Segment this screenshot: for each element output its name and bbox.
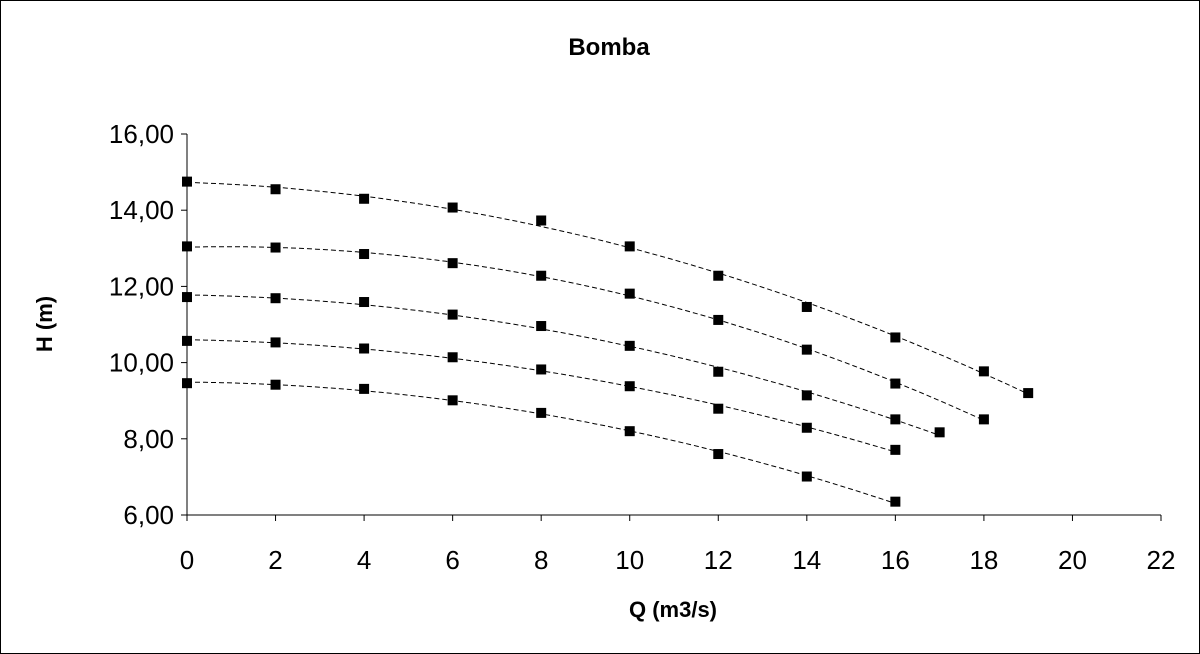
data-point [801, 471, 812, 482]
data-point [713, 403, 724, 414]
y-tick-label: 14,00 [109, 195, 174, 225]
trendlines [186, 181, 1029, 504]
data-point [447, 202, 458, 213]
chart-title: Bomba [568, 34, 650, 61]
data-point [890, 332, 901, 343]
data-point [182, 378, 192, 389]
y-axis-title: H (m) [32, 296, 57, 352]
x-tick-label: 10 [615, 545, 644, 575]
x-tick-label: 18 [969, 545, 998, 575]
data-point [713, 314, 724, 325]
data-point [801, 422, 812, 433]
data-point [713, 270, 724, 281]
data-point [978, 366, 989, 377]
data-point [270, 184, 281, 195]
data-point [447, 352, 458, 363]
trendline-3 [186, 294, 940, 436]
data-point [270, 242, 281, 253]
data-point [890, 378, 901, 389]
x-tick-label: 8 [534, 545, 548, 575]
data-point [536, 270, 547, 281]
data-point [359, 343, 370, 354]
data-point [270, 337, 281, 348]
data-points [182, 176, 1034, 507]
data-point [624, 381, 635, 392]
x-axis-title: Q (m3/s) [629, 597, 717, 622]
data-point [536, 407, 547, 418]
x-tick-label: 12 [704, 545, 733, 575]
data-point [182, 241, 192, 252]
y-tick-label: 10,00 [109, 348, 174, 378]
data-point [536, 321, 547, 332]
trendline-4 [186, 339, 896, 453]
data-point [447, 258, 458, 269]
data-point [934, 427, 945, 438]
trendline-2 [186, 246, 985, 421]
data-point [801, 390, 812, 401]
y-tick-label: 12,00 [109, 271, 174, 301]
data-point [447, 395, 458, 406]
data-point [536, 364, 547, 375]
data-point [624, 340, 635, 351]
data-point [359, 297, 370, 308]
axes: 0 2 4 6 8 10 12 14 16 18 20 22 6,00 8,00 10,00 12,00 14,… [109, 119, 1176, 575]
data-point [890, 414, 901, 425]
trendline-5 [186, 381, 896, 504]
x-tick-label: 6 [445, 545, 459, 575]
data-point [801, 344, 812, 355]
data-point [536, 215, 547, 226]
data-point [713, 449, 724, 460]
x-tick-label: 4 [357, 545, 371, 575]
data-point [801, 301, 812, 312]
x-tick-label: 2 [268, 545, 282, 575]
data-point [890, 444, 901, 455]
y-tick-label: 8,00 [123, 424, 174, 454]
x-tick-label: 22 [1147, 545, 1176, 575]
x-tick-label: 14 [792, 545, 821, 575]
data-point [359, 383, 370, 394]
x-tick-label: 0 [180, 545, 194, 575]
data-point [270, 293, 281, 304]
data-point [359, 193, 370, 204]
data-point [182, 335, 192, 346]
y-tick-label: 6,00 [123, 500, 174, 530]
trendline-1 [186, 181, 1029, 395]
data-point [624, 426, 635, 437]
data-point [1023, 388, 1034, 399]
y-tick-label: 16,00 [109, 119, 174, 149]
data-point [182, 176, 192, 187]
x-tick-label: 20 [1058, 545, 1087, 575]
data-point [182, 292, 192, 303]
data-point [270, 379, 281, 390]
x-tick-label: 16 [881, 545, 910, 575]
data-point [978, 414, 989, 425]
data-point [447, 309, 458, 320]
data-point [359, 249, 370, 260]
data-point [890, 496, 901, 507]
data-point [713, 366, 724, 377]
data-point [624, 288, 635, 299]
data-point [624, 241, 635, 252]
